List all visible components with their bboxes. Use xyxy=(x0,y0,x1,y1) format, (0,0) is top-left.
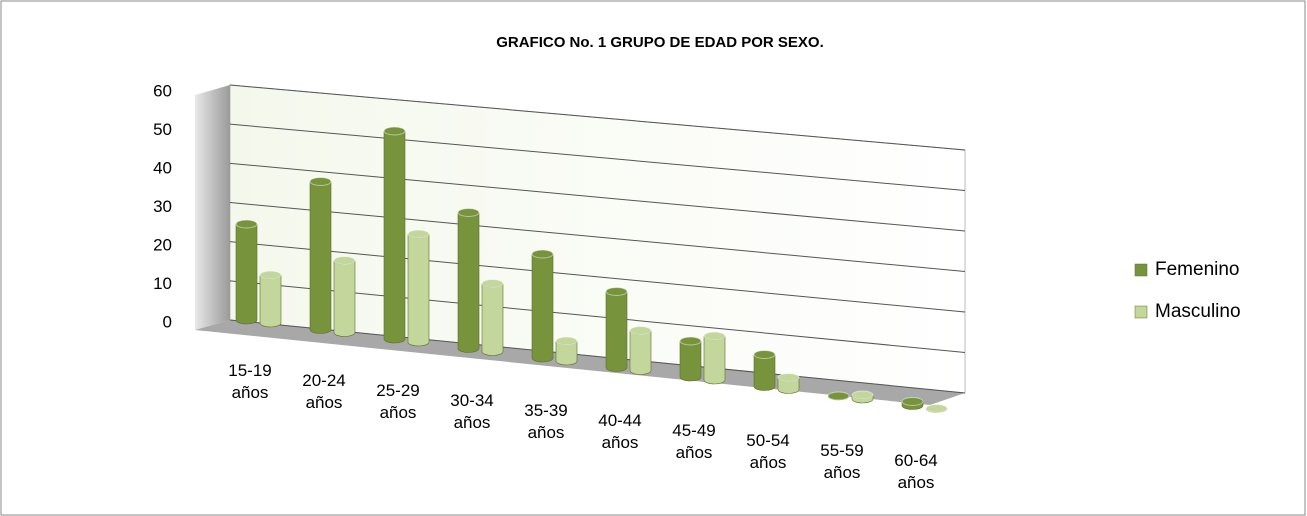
bar-body xyxy=(481,283,504,356)
bar xyxy=(333,256,356,337)
y-tick-label: 50 xyxy=(153,120,172,139)
bar-top xyxy=(407,229,430,239)
legend-swatch xyxy=(1134,263,1148,277)
bar-body xyxy=(457,212,480,353)
bar-body xyxy=(753,354,776,391)
bar-top xyxy=(605,287,628,296)
bar xyxy=(235,219,258,325)
y-tick-label: 0 xyxy=(163,312,172,331)
bar xyxy=(901,397,924,410)
bar-top xyxy=(259,270,282,280)
bar xyxy=(851,390,874,404)
bar-body xyxy=(605,291,628,372)
bar-body xyxy=(703,335,726,385)
bar-top xyxy=(827,391,850,401)
bar-top xyxy=(629,326,652,335)
grid-line xyxy=(229,84,966,151)
bar-top xyxy=(925,404,948,413)
x-tick-label: 45-49 años xyxy=(672,421,715,462)
bar xyxy=(753,350,776,391)
legend-label: Femenino xyxy=(1155,259,1240,280)
bar xyxy=(309,177,332,334)
bar-top xyxy=(851,390,874,400)
bar xyxy=(555,336,578,366)
bar-body xyxy=(407,233,430,347)
bar-top xyxy=(309,177,332,186)
bar-top xyxy=(531,249,554,259)
bar xyxy=(531,249,554,363)
y-tick-label: 60 xyxy=(153,81,172,100)
bar-top xyxy=(555,336,578,346)
bar-body xyxy=(531,253,554,363)
x-tick-label: 25-29 años xyxy=(376,381,419,422)
bar xyxy=(629,326,652,375)
bar-top xyxy=(679,336,702,346)
bar xyxy=(679,336,702,382)
y-tick-label: 10 xyxy=(153,274,172,293)
bar-top xyxy=(235,219,258,229)
x-tick-label: 35-39 años xyxy=(524,401,567,442)
bar xyxy=(827,391,850,401)
grid-line xyxy=(229,202,966,272)
grid-line xyxy=(229,162,966,232)
side-wall xyxy=(195,85,230,330)
bar-top xyxy=(753,350,776,359)
bar-top xyxy=(901,397,924,406)
bar xyxy=(605,287,628,372)
bar-top xyxy=(703,331,726,341)
bar-top xyxy=(383,126,406,136)
y-tick-label: 20 xyxy=(153,235,172,254)
bar-body xyxy=(333,260,356,337)
bar xyxy=(407,229,430,347)
x-tick-label: 20-24 años xyxy=(302,371,345,412)
x-tick-label: 40-44 años xyxy=(598,411,641,452)
bar-body xyxy=(383,130,406,344)
bar xyxy=(457,208,480,353)
bar-top xyxy=(333,256,356,265)
bar xyxy=(925,404,948,413)
grid-line xyxy=(229,123,966,191)
bar xyxy=(383,126,406,344)
grid-line xyxy=(229,241,966,313)
x-tick-label: 15-19 años xyxy=(228,361,271,402)
bar-top xyxy=(457,208,480,217)
bar-body xyxy=(235,223,258,325)
bar xyxy=(481,279,504,356)
bar-body xyxy=(629,330,652,375)
x-tick-label: 55-59 años xyxy=(820,441,863,482)
x-tick-label: 60-64 años xyxy=(894,451,937,492)
chart-title: GRAFICO No. 1 GRUPO DE EDAD POR SEXO. xyxy=(496,34,824,51)
bar-top xyxy=(777,373,800,382)
x-tick-label: 30-34 años xyxy=(450,391,493,432)
bar xyxy=(703,331,726,385)
y-tick-label: 30 xyxy=(153,197,172,216)
bar-body xyxy=(259,274,282,328)
x-tick-label: 50-54 años xyxy=(746,431,789,472)
legend-label: Masculino xyxy=(1155,301,1241,322)
bar-body xyxy=(679,340,702,382)
bar xyxy=(259,270,282,328)
y-tick-label: 40 xyxy=(153,158,172,177)
bar-top xyxy=(481,279,504,288)
bar xyxy=(777,373,800,394)
legend-swatch xyxy=(1134,305,1148,319)
bar-body xyxy=(309,181,332,334)
